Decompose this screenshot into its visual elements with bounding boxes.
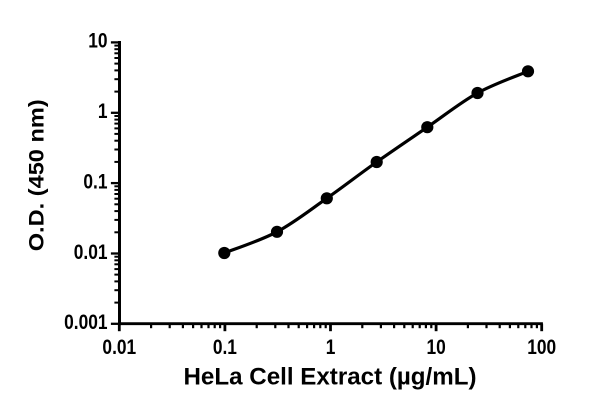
svg-text:0.001: 0.001 — [64, 310, 108, 334]
svg-text:10: 10 — [88, 29, 107, 53]
svg-text:10: 10 — [426, 336, 445, 360]
svg-text:0.01: 0.01 — [74, 240, 108, 264]
svg-text:0.01: 0.01 — [102, 336, 136, 360]
svg-text:1: 1 — [326, 336, 336, 360]
svg-text:O.D. (450 nm): O.D. (450 nm) — [25, 99, 49, 251]
svg-text:HeLa Cell Extract (µg/mL): HeLa Cell Extract (µg/mL) — [184, 363, 477, 390]
svg-text:0.1: 0.1 — [213, 336, 237, 360]
svg-text:1: 1 — [98, 99, 108, 123]
svg-text:100: 100 — [527, 336, 556, 360]
svg-text:0.1: 0.1 — [83, 170, 107, 194]
